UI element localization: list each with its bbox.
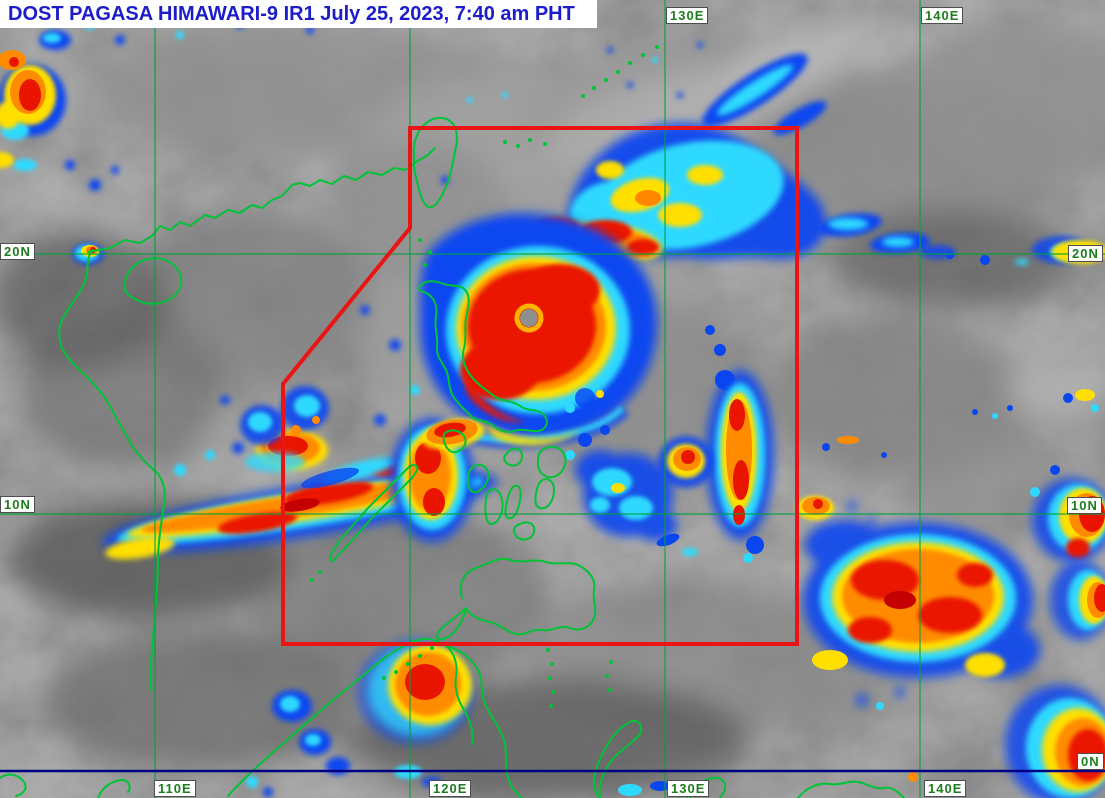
image-title: DOST PAGASA HIMAWARI-9 IR1 July 25, 2023… — [0, 0, 597, 28]
coastlines — [0, 45, 905, 798]
grid-label-top-140e: 140E — [921, 7, 964, 24]
grid-label-bottom-130e: 130E — [667, 780, 710, 797]
cluster-bottom-left — [246, 640, 473, 797]
grid-label-top-130e: 130E — [666, 7, 709, 24]
typhoon-eye — [520, 309, 538, 327]
grid-label-bottom-120e: 120E — [429, 780, 472, 797]
par-boundary — [281, 126, 799, 646]
grid-label-bottom-140e: 140E — [924, 780, 967, 797]
grid-label-right-0n: 0N — [1077, 753, 1104, 770]
cluster-top-left — [0, 2, 703, 191]
grid-label-left-10n: 10N — [0, 496, 35, 513]
grid-label-left-20n: 20N — [0, 243, 35, 260]
grid-label-bottom-110e: 110E — [154, 780, 196, 797]
cluster-bottom-right — [796, 405, 1040, 710]
grid-label-right-10n: 10N — [1067, 497, 1102, 514]
cluster-palawan-tip — [390, 418, 485, 542]
grid-label-right-20n: 20N — [1068, 245, 1103, 262]
cluster-east-column — [705, 325, 774, 563]
